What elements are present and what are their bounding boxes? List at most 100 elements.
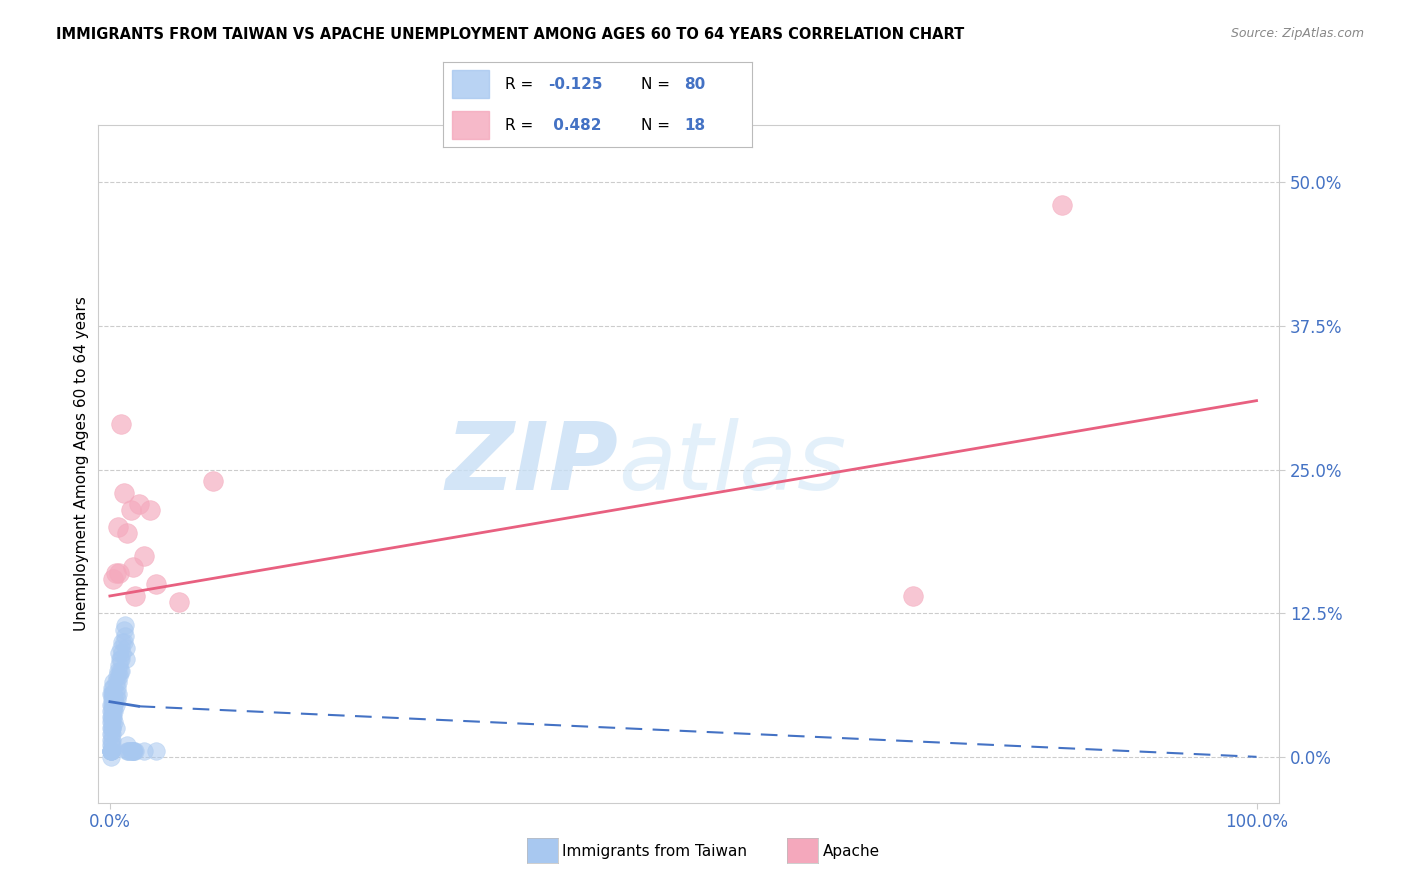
Text: 0.482: 0.482 (548, 118, 602, 133)
Text: N =: N = (641, 118, 675, 133)
Text: ZIP: ZIP (446, 417, 619, 510)
Point (105, 669, 128, 683)
Point (115, 652, 138, 666)
Bar (453, 70, 489, 98)
Point (107, 664, 129, 678)
Point (120, 503, 142, 517)
Point (105, 681, 128, 695)
Point (134, 744, 156, 758)
Point (103, 692, 125, 706)
Point (115, 525, 138, 540)
Point (139, 503, 162, 517)
Text: R =: R = (505, 118, 538, 133)
Point (103, 704, 125, 718)
Point (111, 635, 134, 649)
Point (145, 577, 167, 591)
Point (121, 560, 143, 574)
Point (128, 497, 150, 511)
Point (112, 624, 135, 638)
Point (108, 657, 131, 672)
Point (117, 744, 139, 758)
Point (105, 692, 128, 706)
Point (101, 698, 124, 713)
Text: R =: R = (505, 77, 538, 92)
Point (101, 721, 124, 735)
Point (103, 687, 125, 701)
Point (103, 709, 125, 723)
Point (100, 704, 122, 718)
Point (101, 721, 124, 735)
Point (103, 692, 125, 706)
Text: Immigrants from Taiwan: Immigrants from Taiwan (562, 845, 748, 859)
Point (110, 640, 132, 655)
Point (100, 698, 122, 713)
Point (101, 715, 124, 730)
Point (103, 687, 125, 701)
Point (115, 739, 138, 753)
Point (101, 709, 124, 723)
Point (103, 698, 125, 713)
Point (108, 566, 131, 580)
Point (115, 640, 138, 655)
Text: -0.125: -0.125 (548, 77, 603, 92)
Point (107, 675, 129, 690)
Point (112, 635, 135, 649)
Point (100, 744, 122, 758)
Point (104, 698, 127, 713)
Point (107, 520, 129, 534)
Point (100, 744, 122, 758)
Point (124, 589, 146, 603)
Point (114, 617, 136, 632)
Point (101, 681, 124, 695)
Point (134, 549, 156, 563)
Point (103, 675, 125, 690)
Point (115, 744, 138, 758)
Point (100, 744, 122, 758)
Point (101, 727, 124, 741)
Point (124, 744, 146, 758)
Point (101, 709, 124, 723)
Point (121, 744, 143, 758)
Text: 80: 80 (685, 77, 706, 92)
Point (108, 664, 131, 678)
Point (100, 709, 122, 723)
Point (103, 698, 125, 713)
Point (104, 675, 127, 690)
Point (101, 732, 124, 747)
Point (167, 595, 190, 609)
Point (114, 629, 136, 643)
Point (104, 721, 127, 735)
Text: Source: ZipAtlas.com: Source: ZipAtlas.com (1230, 27, 1364, 40)
Point (112, 485, 135, 500)
Point (100, 739, 122, 753)
Point (110, 652, 132, 666)
Point (100, 744, 122, 758)
Point (100, 721, 122, 735)
Point (145, 744, 167, 758)
Text: Apache: Apache (823, 845, 880, 859)
Text: atlas: atlas (619, 418, 846, 509)
Point (122, 744, 145, 758)
Point (100, 715, 122, 730)
Point (108, 669, 131, 683)
Point (111, 647, 134, 661)
Point (110, 664, 132, 678)
Y-axis label: Unemployment Among Ages 60 to 64 years: Unemployment Among Ages 60 to 64 years (75, 296, 89, 632)
Point (103, 572, 125, 586)
Point (100, 727, 122, 741)
Point (202, 474, 225, 488)
Point (100, 687, 122, 701)
Point (104, 687, 127, 701)
Point (100, 749, 122, 764)
Point (101, 739, 124, 753)
Point (120, 744, 142, 758)
Point (103, 704, 125, 718)
Point (901, 589, 924, 603)
Point (100, 732, 122, 747)
Point (121, 744, 143, 758)
Point (101, 692, 124, 706)
Text: N =: N = (641, 77, 675, 92)
Bar (453, 111, 489, 139)
Point (104, 566, 127, 580)
Point (121, 744, 143, 758)
